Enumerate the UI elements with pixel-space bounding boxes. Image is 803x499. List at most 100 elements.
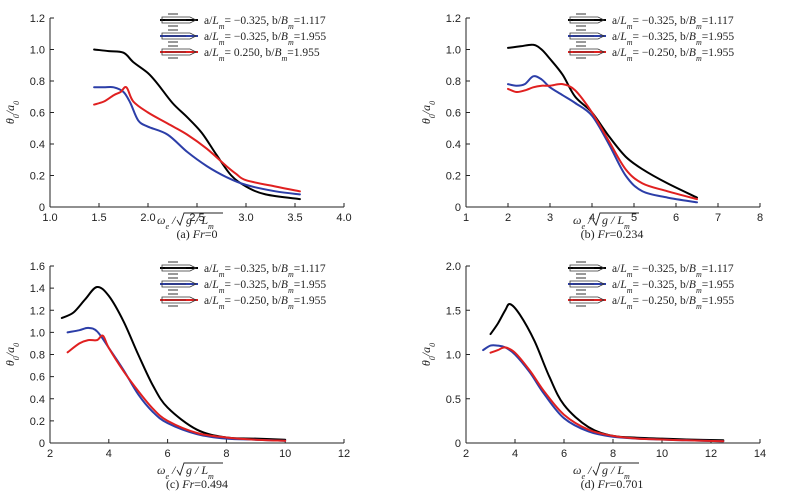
x-tick-label: 10	[656, 448, 668, 460]
series-line-3	[489, 346, 725, 443]
y-tick-label: 2.0	[446, 261, 461, 273]
ship-hull-icon	[569, 277, 605, 291]
panel-caption: (c) Fr=0.494	[166, 477, 228, 491]
y-tick-label: 1.2	[446, 13, 461, 25]
y-axis-label: θ0/a0	[419, 101, 437, 124]
x-axis-label-text: ωe /	[157, 463, 177, 481]
y-tick-label: 0	[455, 202, 461, 214]
series-line-2	[482, 344, 725, 443]
x-tick-label: 7	[715, 212, 721, 224]
x-tick-label: 10	[279, 448, 291, 460]
y-tick-label: 1.0	[30, 45, 45, 57]
x-tick-label: 8	[757, 212, 763, 224]
y-tick-label: 0.5	[446, 394, 461, 406]
y-axis-label: θ0/a0	[3, 101, 21, 124]
radical-sign	[176, 462, 223, 477]
series-line-1	[489, 303, 725, 442]
x-tick-label: 4	[106, 448, 112, 460]
y-tick-label: 1.5	[446, 305, 461, 317]
ship-hull-icon	[569, 29, 605, 43]
y-tick-label: 1.2	[30, 13, 45, 25]
y-tick-label: 0.6	[446, 108, 461, 120]
x-axis-label-radicand: g / Lm	[602, 463, 630, 481]
ship-hull-icon	[569, 293, 605, 307]
chart-panel-2: 1 2 3 4 5 6 7 8 0 0.2 0.4 0.6 0.8 1.0 1.2 θ0/a0 ωe / g / …	[419, 13, 763, 241]
y-axis-label: θ0/a0	[3, 343, 21, 366]
x-axis-label-text: ωe /	[573, 213, 593, 231]
x-tick-label: 2.5	[189, 212, 204, 224]
x-tick-label: 3.5	[287, 212, 302, 224]
ship-hull-icon	[569, 13, 605, 27]
x-tick-label: 6	[673, 212, 679, 224]
y-tick-label: 0.2	[30, 171, 45, 183]
series-line-2	[93, 85, 301, 196]
y-tick-label: 1.0	[30, 327, 45, 339]
x-tick-label: 8	[223, 448, 229, 460]
y-tick-label: 0	[39, 438, 45, 450]
ship-hull-icon	[569, 45, 605, 59]
series-line-3	[507, 82, 698, 201]
y-tick-label: 0.2	[446, 171, 461, 183]
x-tick-label: 2.0	[140, 212, 155, 224]
series-line-3	[93, 86, 301, 193]
ship-hull-icon	[569, 261, 605, 275]
x-tick-label: 2	[463, 448, 469, 460]
y-tick-label: 1.6	[30, 261, 45, 273]
y-tick-label: 0.6	[30, 108, 45, 120]
legend-entry-1: a/Lm= −0.325, b/Bm=1.117	[612, 263, 734, 279]
x-tick-label: 4	[589, 212, 595, 224]
ship-hull-icon	[161, 293, 197, 307]
series-line-1	[507, 43, 698, 199]
y-tick-label: 0.8	[446, 76, 461, 88]
legend-entry-3: a/Lm= −0.250, b/Bm=1.955	[204, 295, 326, 311]
x-tick-label: 2	[47, 448, 53, 460]
legend-entry-2: a/Lm= −0.325, b/Bm=1.955	[612, 279, 734, 295]
legend-entry-3: a/Lm= −0.250, b/Bm=1.955	[612, 295, 734, 311]
series-line-2	[507, 75, 698, 204]
x-tick-label: 8	[610, 448, 616, 460]
y-tick-label: 0	[455, 438, 461, 450]
x-tick-label: 12	[705, 448, 717, 460]
ship-hull-icon	[161, 45, 197, 59]
y-tick-label: 0.2	[30, 416, 45, 428]
legend-entry-3: a/Lm= −0.250, b/Bm=1.955	[612, 47, 734, 63]
x-axis-label: ωe / g / Lm	[157, 212, 223, 231]
x-tick-label: 1.0	[42, 212, 57, 224]
panel-caption: (a) Fr=0	[176, 227, 217, 241]
x-axis-label-text: ωe /	[573, 463, 593, 481]
y-tick-label: 1.2	[30, 305, 45, 317]
x-axis-label: ωe / g / Lm	[573, 212, 639, 231]
x-tick-label: 14	[754, 448, 766, 460]
x-tick-label: 5	[631, 212, 637, 224]
series-line-3	[66, 334, 287, 442]
ship-hull-icon	[161, 13, 197, 27]
x-tick-label: 4.0	[336, 212, 351, 224]
legend-entry-3: a/Lm= 0.250, b/Bm=1.955	[204, 47, 320, 63]
x-tick-label: 2	[505, 212, 511, 224]
y-axis-label: θ0/a0	[419, 343, 437, 366]
ship-hull-icon	[161, 29, 197, 43]
x-axis-label: ωe / g / Lm	[573, 462, 639, 481]
x-tick-label: 12	[338, 448, 350, 460]
x-tick-label: 3	[547, 212, 553, 224]
panel-caption: (b) Fr=0.234	[581, 227, 644, 241]
y-tick-label: 0.6	[30, 372, 45, 384]
radical-sign	[176, 212, 223, 227]
radical-sign	[592, 212, 639, 227]
radical-sign	[592, 462, 639, 477]
y-tick-label: 0.8	[30, 76, 45, 88]
legend-entry-2: a/Lm= −0.325, b/Bm=1.955	[204, 31, 326, 47]
y-tick-label: 0	[39, 202, 45, 214]
x-axis-label-radicand: g / Lm	[186, 463, 214, 481]
x-axis-label: ωe / g / Lm	[157, 462, 223, 481]
series-line-1	[93, 48, 301, 201]
ship-hull-icon	[161, 277, 197, 291]
y-tick-label: 1.0	[446, 350, 461, 362]
chart-panel-3: 2 4 6 8 10 12 0 0.2 0.4 0.6 0.8 1.0 1.2 1.4 1.6 θ0/a0 ωe…	[3, 261, 350, 491]
series-line-2	[66, 326, 287, 442]
y-tick-label: 0.8	[30, 350, 45, 362]
x-tick-label: 6	[165, 448, 171, 460]
chart-panel-4: 2 4 6 8 10 12 14 0 0.5 1.0 1.5 2.0 θ0/a0 ωe / g / Lm(d…	[419, 261, 766, 491]
